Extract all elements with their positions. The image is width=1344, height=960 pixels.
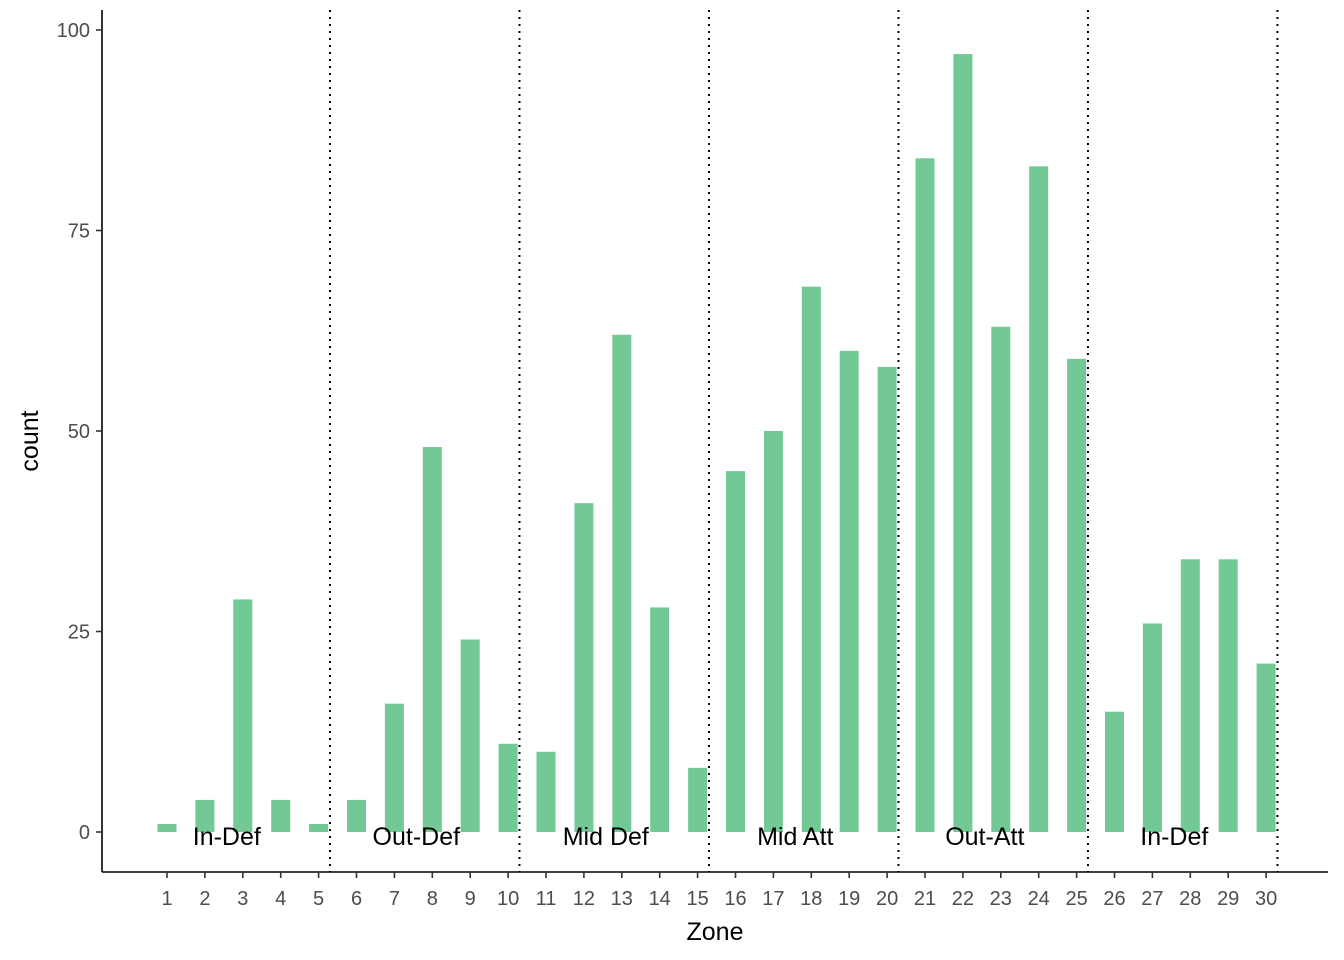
zone-group-labels: In-Def Out-Def Mid Def Mid Att Out-Att In-Def [193, 823, 1209, 851]
y-tick-label: 75 [68, 221, 90, 243]
x-tick-label: 25 [1065, 888, 1087, 910]
x-tick-label: 7 [389, 888, 400, 910]
zone-group-label: Mid Att [757, 823, 833, 851]
zone-group-label: Out-Def [373, 823, 461, 851]
bar-zone-3 [233, 599, 253, 832]
x-tick-label: 8 [427, 888, 438, 910]
bar-zone-19 [839, 350, 859, 832]
bar-zone-9 [460, 639, 480, 832]
bar-zone-23 [991, 326, 1011, 832]
x-tick-label: 4 [275, 888, 286, 910]
bar-zone-11 [536, 751, 556, 832]
bar-zone-22 [953, 54, 973, 833]
x-axis: 1 2 3 4 5 6 7 8 9 10 11 12 13 14 15 16 17 18 19 20 21 22 23 24 2… [102, 871, 1328, 910]
y-tick-label: 0 [79, 822, 90, 844]
x-tick-label: 1 [161, 888, 172, 910]
x-tick-label: 23 [990, 888, 1012, 910]
bar-zone-2 [195, 799, 215, 832]
bar-zone-17 [763, 431, 783, 832]
x-tick-label: 11 [536, 888, 557, 910]
bar-zone-25 [1067, 358, 1087, 832]
x-axis-title: Zone [687, 918, 744, 946]
x-tick-label: 29 [1217, 888, 1239, 910]
bar-zone-30 [1256, 663, 1276, 832]
bar-zone-26 [1105, 711, 1124, 832]
x-tick-label: 28 [1179, 888, 1201, 910]
y-tick-label: 100 [57, 20, 90, 42]
x-tick-label: 2 [199, 888, 210, 910]
bar-zone-15 [688, 767, 708, 832]
x-tick-label: 14 [649, 888, 671, 910]
x-tick-label: 10 [497, 888, 519, 910]
x-tick-label: 24 [1028, 888, 1050, 910]
bar-zone-20 [877, 366, 897, 832]
x-tick-label: 27 [1141, 888, 1163, 910]
zone-group-label: Out-Att [945, 823, 1024, 851]
bar-zone-10 [498, 743, 518, 832]
x-tick-label: 6 [351, 888, 362, 910]
y-axis-title: count [16, 410, 44, 471]
bar-zone-12 [574, 503, 594, 832]
x-tick-label: 22 [952, 888, 974, 910]
bar-zone-7 [384, 703, 404, 832]
x-tick-label: 17 [762, 888, 784, 910]
bar-zone-24 [1029, 166, 1049, 833]
zone-group-label: In-Def [1140, 823, 1208, 851]
bar-zone-21 [915, 158, 935, 832]
bar-zone-14 [650, 607, 670, 832]
y-axis: 0 25 50 75 100 [57, 10, 103, 872]
x-tick-label: 15 [686, 888, 708, 910]
zone-group-label: Mid Def [563, 823, 649, 851]
bar-zone-13 [612, 334, 632, 832]
x-tick-label: 16 [724, 888, 746, 910]
x-tick-label: 18 [800, 888, 822, 910]
x-tick-label: 20 [876, 888, 898, 910]
bar-zone-18 [801, 286, 821, 832]
bar-zone-29 [1218, 559, 1238, 832]
zone-group-label: In-Def [193, 823, 261, 851]
x-tick-label: 26 [1103, 888, 1125, 910]
x-tick-label: 21 [914, 888, 936, 910]
bar-zone-8 [422, 447, 442, 832]
bar-zone-27 [1142, 623, 1162, 832]
y-tick-label: 50 [68, 421, 90, 443]
x-tick-label: 19 [838, 888, 860, 910]
bar-zone-1 [157, 823, 177, 832]
y-tick-label: 25 [68, 622, 90, 644]
x-tick-label: 5 [313, 888, 324, 910]
bar-zone-4 [271, 799, 291, 832]
x-tick-label: 13 [611, 888, 633, 910]
bars-layer [157, 54, 1276, 833]
bar-zone-5 [309, 823, 329, 832]
x-tick-label: 30 [1255, 888, 1277, 910]
x-tick-label: 3 [237, 888, 248, 910]
bar-zone-28 [1180, 559, 1200, 832]
bar-zone-6 [347, 799, 366, 832]
x-tick-label: 9 [465, 888, 476, 910]
bar-zone-16 [726, 471, 745, 832]
x-tick-label: 12 [573, 888, 595, 910]
